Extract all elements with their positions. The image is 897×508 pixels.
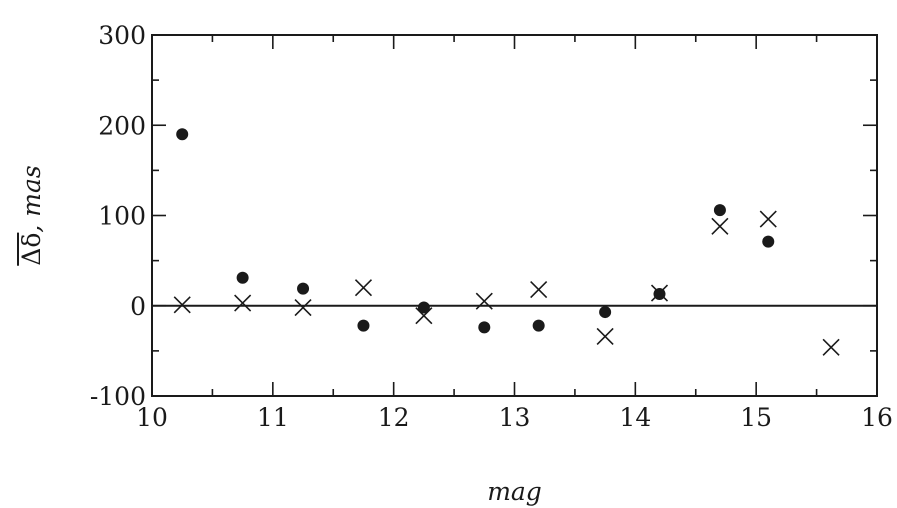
dot-marker	[478, 321, 491, 334]
cross-marker	[173, 296, 191, 314]
dot-marker	[176, 128, 189, 141]
cross-stroke	[415, 307, 433, 325]
cross-stroke	[234, 294, 252, 312]
x-tick-label: 10	[136, 403, 168, 432]
dot-marker	[236, 271, 249, 284]
y-tick-label: -100	[90, 382, 146, 411]
cross-marker	[596, 327, 614, 346]
cross-marker	[415, 307, 433, 325]
cross-stroke	[596, 327, 614, 346]
cross-marker	[234, 294, 252, 312]
x-tick-label: 14	[619, 403, 651, 432]
cross-marker	[354, 279, 373, 297]
cross-marker	[650, 284, 669, 302]
y-tick-label: 300	[98, 21, 146, 50]
x-tick-label: 13	[499, 403, 531, 432]
cross-stroke	[354, 279, 373, 297]
y-axis-title-unit: , mas	[17, 165, 46, 232]
plot-frame	[151, 34, 878, 397]
data-marks	[173, 128, 840, 356]
cross-marker	[711, 217, 729, 235]
dot-marker	[532, 319, 545, 332]
x-tick-label: 11	[257, 403, 289, 432]
dot-marker	[357, 319, 370, 332]
axes	[151, 34, 878, 397]
y-axis-title-symbol: Δδ	[17, 233, 46, 266]
cross-stroke	[650, 284, 669, 302]
x-tick-label: 16	[861, 403, 893, 432]
cross-marker	[530, 280, 548, 299]
dot-marker	[762, 235, 775, 248]
cross-stroke	[173, 296, 191, 314]
cross-stroke	[759, 210, 777, 228]
x-tick-label: 15	[740, 403, 772, 432]
y-tick-label: 0	[130, 292, 146, 321]
cross-marker	[475, 292, 493, 310]
y-tick-label: 100	[98, 202, 146, 231]
dot-marker	[599, 306, 612, 319]
cross-marker	[759, 210, 777, 228]
tick-labels: 10 11 12 13 14 15 16 -100 0 100 200 300	[90, 21, 893, 432]
cross-marker	[294, 298, 312, 317]
cross-stroke	[530, 280, 548, 299]
cross-stroke	[475, 292, 493, 310]
dot-marker	[297, 282, 310, 295]
x-axis-title: mag	[487, 477, 542, 506]
cross-stroke	[294, 298, 312, 317]
ticks	[151, 34, 878, 397]
y-tick-label: 200	[98, 111, 146, 140]
cross-stroke	[822, 338, 840, 356]
dot-marker	[713, 204, 726, 217]
dot-marker	[417, 301, 430, 314]
cross-stroke	[711, 217, 729, 235]
x-tick-label: 12	[378, 403, 410, 432]
cross-marker	[822, 338, 840, 356]
y-axis-title: Δδ, mas	[17, 165, 46, 266]
svg-text:Δδ, mas: Δδ, mas	[17, 165, 46, 265]
